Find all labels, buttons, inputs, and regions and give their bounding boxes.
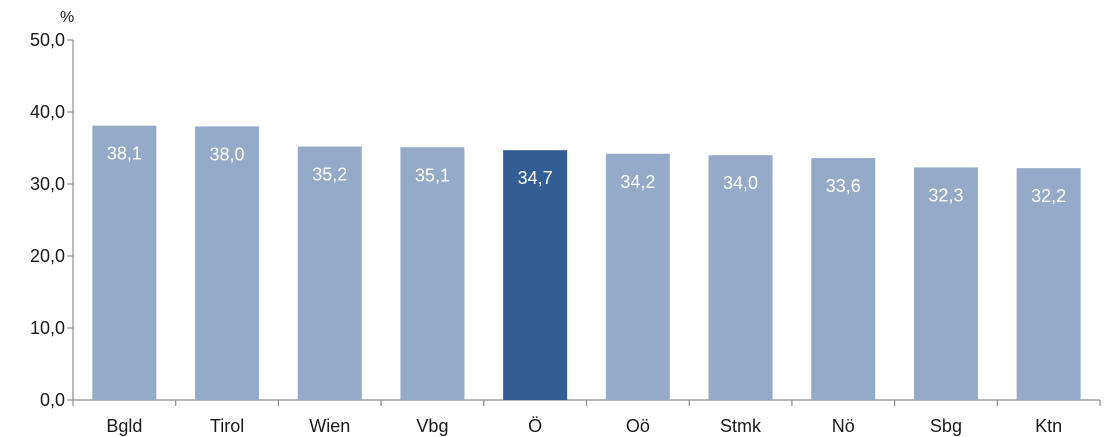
bar-4 [503, 150, 568, 400]
bar-6 [708, 155, 773, 400]
category-label: Nö [832, 416, 855, 436]
y-tick-label: 0,0 [40, 390, 65, 410]
x-axis: Bgld Tirol Wien Vbg Ö Oö Stmk Nö Sbg Ktn [72, 399, 1101, 436]
category-label: Wien [309, 416, 350, 436]
y-tick-label: 20,0 [30, 246, 65, 266]
bar-value-label: 33,6 [826, 176, 861, 196]
bar-2 [297, 146, 362, 400]
category-label: Ktn [1035, 416, 1062, 436]
bar-value-label: 32,2 [1031, 186, 1066, 206]
y-axis: 0,0 10,0 20,0 30,0 40,0 50,0 [30, 30, 74, 410]
bar-8 [913, 167, 978, 400]
bar-value-label: 32,3 [928, 185, 963, 205]
category-label: Vbg [416, 416, 448, 436]
bar-9 [1016, 168, 1081, 400]
bar-7 [811, 158, 876, 400]
bar-value-label: 35,2 [312, 165, 347, 185]
bar-0 [92, 125, 157, 401]
bar-value-label: 35,1 [415, 165, 450, 185]
bar-value-label: 34,0 [723, 173, 758, 193]
bars: 38,1 38,0 35,2 35,1 34,7 34,2 34,0 33,6 32,3 32,2 [92, 125, 1081, 401]
y-tick-label: 10,0 [30, 318, 65, 338]
category-label: Oö [626, 416, 650, 436]
bar-3 [400, 147, 465, 400]
bar-value-label: 34,7 [518, 168, 553, 188]
y-tick-label: 40,0 [30, 102, 65, 122]
category-label: Tirol [210, 416, 244, 436]
y-tick-label: 30,0 [30, 174, 65, 194]
category-label: Bgld [106, 416, 142, 436]
bar-value-label: 38,0 [210, 144, 245, 164]
y-axis-unit: % [60, 9, 74, 26]
category-label: Ö [528, 416, 542, 436]
bar-value-label: 34,2 [620, 172, 655, 192]
y-tick-label: 50,0 [30, 30, 65, 50]
bar-5 [605, 153, 670, 400]
category-label: Stmk [720, 416, 762, 436]
category-label: Sbg [930, 416, 962, 436]
bar-1 [195, 126, 260, 401]
bar-value-label: 38,1 [107, 144, 142, 164]
